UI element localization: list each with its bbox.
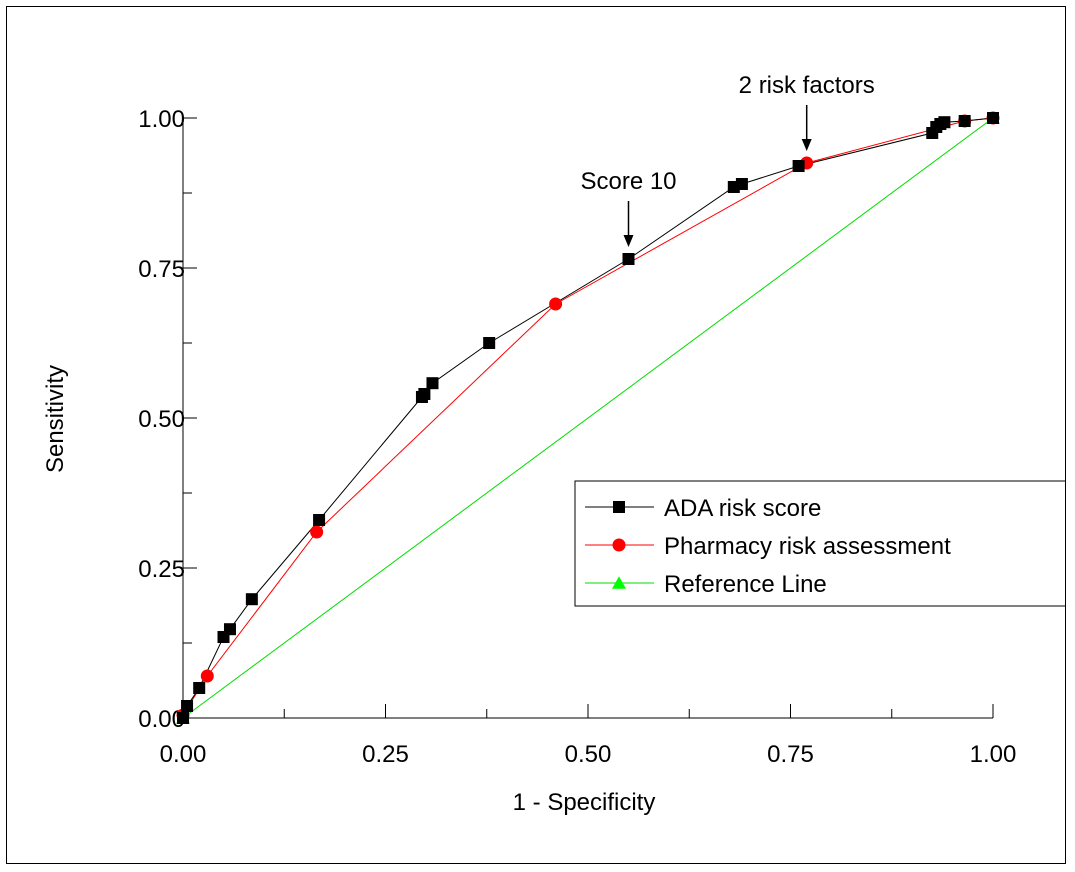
square-marker [418,388,431,400]
legend-box [574,480,1068,607]
series-2 [182,117,994,719]
annotation-label: Score 10 [580,168,676,195]
series-line [182,117,994,719]
circle-marker [200,669,214,683]
legend-label: Pharmacy risk assessment [664,533,951,560]
x-tick-label: 0.75 [767,741,814,768]
axes: 0.00 0.25 0.50 0.75 1.000.000.250.500.751.00 [138,106,1016,768]
square-marker [987,112,999,124]
square-marker [426,377,439,390]
x-tick-label: 1.00 [970,741,1017,768]
triangle-marker [612,576,626,589]
x-tick-label: 0.50 [565,741,612,768]
square-marker [792,160,805,172]
circle-marker [612,538,626,552]
circle-marker [549,297,563,311]
x-tick-label: 0.00 [160,741,207,768]
square-marker [313,514,326,526]
y-tick-label: 0.75 [138,256,185,283]
square-marker [938,116,951,129]
square-marker [223,623,236,636]
y-axis-label: Sensitivity [42,365,69,473]
square-marker [483,337,496,349]
square-marker [958,115,971,127]
legend-label: ADA risk score [664,495,821,522]
annotation-layer: Score 10 2 risk factors [580,72,875,247]
square-marker [735,178,748,190]
square-marker [245,593,258,606]
y-tick-label: 1.00 [138,106,185,133]
arrow-head-icon [801,139,812,151]
annotation-label: 2 risk factors [739,72,875,99]
y-tick-label: 0.50 [138,406,185,433]
x-tick-label: 0.25 [362,741,409,768]
x-axis-label: 1 - Specificity [513,789,656,816]
legend-item: Pharmacy risk assessment [585,533,951,560]
square-marker [177,712,189,724]
y-tick-label: 0.25 [138,556,185,583]
series-layer [176,111,1000,724]
roc-chart: 0.00 0.25 0.50 0.75 1.000.000.250.500.751.00… [42,72,1068,816]
square-marker [613,501,625,513]
series-markers-1 [176,111,1000,722]
legend-item: ADA risk score [585,495,821,522]
square-marker [622,253,635,265]
legend-item: Reference Line [585,571,827,598]
legend-label: Reference Line [664,571,827,598]
square-marker [181,700,194,712]
square-marker [193,682,206,694]
chart-frame: 0.00 0.25 0.50 0.75 1.00 0.00 0.25 0.50 0.75 1.00… [6,6,1068,864]
circle-marker [310,525,324,539]
legend: ADA risk score Pharmacy risk assessment Re… [574,480,1068,607]
series-markers-0 [177,112,999,724]
arrow-head-icon [623,235,634,247]
